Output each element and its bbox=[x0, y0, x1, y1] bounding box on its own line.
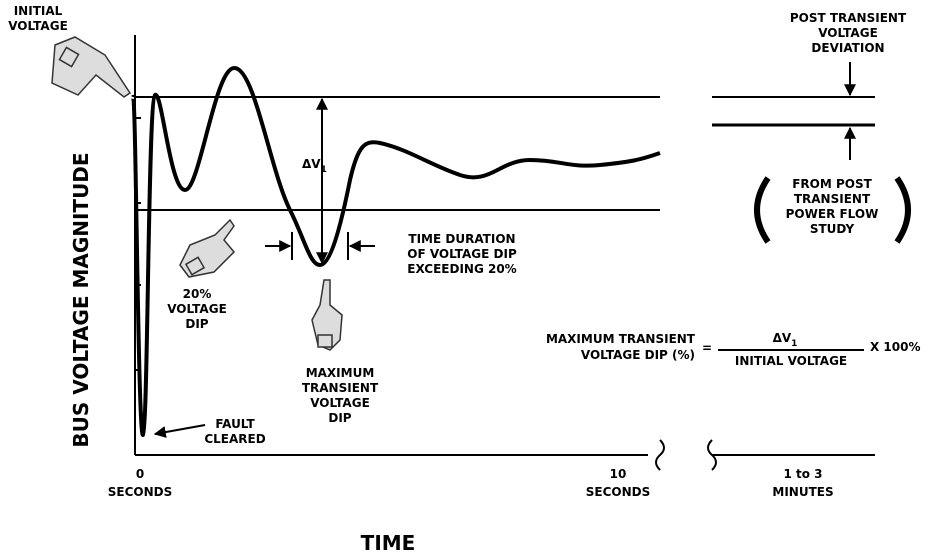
duration-ticks bbox=[291, 232, 349, 260]
label-line: POWER FLOW bbox=[786, 207, 879, 221]
x-point-unit: SECONDS bbox=[586, 485, 651, 499]
formula-equals: = bbox=[702, 341, 712, 355]
pointing-hand bbox=[179, 218, 236, 278]
axis-break bbox=[655, 439, 665, 471]
label-line: DIP bbox=[185, 317, 208, 331]
label-line: DEVIATION bbox=[811, 41, 884, 55]
label-line: VOLTAGE bbox=[310, 396, 370, 410]
label-line: OF VOLTAGE DIP bbox=[407, 247, 517, 261]
pointing-hand bbox=[51, 36, 132, 98]
label-line: TIME DURATION bbox=[408, 232, 515, 246]
label-line: 20% bbox=[183, 287, 212, 301]
label-line: POST TRANSIENT bbox=[790, 11, 907, 25]
label-line: STUDY bbox=[810, 222, 855, 236]
subscript: 1 bbox=[321, 165, 327, 175]
label-line: FROM POST bbox=[792, 177, 872, 191]
arrow bbox=[153, 424, 206, 438]
x-point: 0 bbox=[136, 467, 144, 481]
label-line: VOLTAGE bbox=[818, 26, 878, 40]
label-line: VOLTAGE bbox=[167, 302, 227, 316]
delta-v-label: ΔV1 bbox=[302, 157, 327, 175]
formula-lhs: MAXIMUM TRANSIENT bbox=[546, 332, 696, 346]
formula-lhs: VOLTAGE DIP (%) bbox=[581, 348, 695, 362]
paren bbox=[754, 176, 771, 244]
label-line: DIP bbox=[328, 411, 351, 425]
label-line: TRANSIENT bbox=[302, 381, 379, 395]
label-line: MAXIMUM bbox=[306, 366, 375, 380]
x-point-unit: SECONDS bbox=[108, 485, 173, 499]
x-point: 1 to 3 bbox=[783, 467, 822, 481]
x-point: 10 bbox=[610, 467, 627, 481]
formula-numerator: ΔV1 bbox=[773, 331, 798, 349]
label-line: FAULT bbox=[215, 417, 255, 431]
label-line: INITIAL bbox=[14, 4, 63, 18]
delta-v: ΔV bbox=[773, 331, 792, 345]
y-axis-label: BUS VOLTAGE MAGNITUDE bbox=[69, 152, 93, 447]
paren bbox=[894, 176, 911, 244]
voltage-curve bbox=[131, 66, 661, 438]
subscript: 1 bbox=[791, 339, 797, 349]
x-point-unit: MINUTES bbox=[772, 485, 833, 499]
label-line: TRANSIENT bbox=[794, 192, 871, 206]
pointing-hand bbox=[311, 279, 343, 351]
x-axis-label: TIME bbox=[361, 531, 416, 555]
formula-denominator: INITIAL VOLTAGE bbox=[735, 354, 847, 368]
label-line: EXCEEDING 20% bbox=[407, 262, 516, 276]
delta-v: ΔV bbox=[302, 157, 321, 171]
axis-break bbox=[707, 439, 717, 471]
label-line: VOLTAGE bbox=[8, 19, 68, 33]
formula-factor: X 100% bbox=[870, 340, 921, 354]
label-line: CLEARED bbox=[204, 432, 265, 446]
